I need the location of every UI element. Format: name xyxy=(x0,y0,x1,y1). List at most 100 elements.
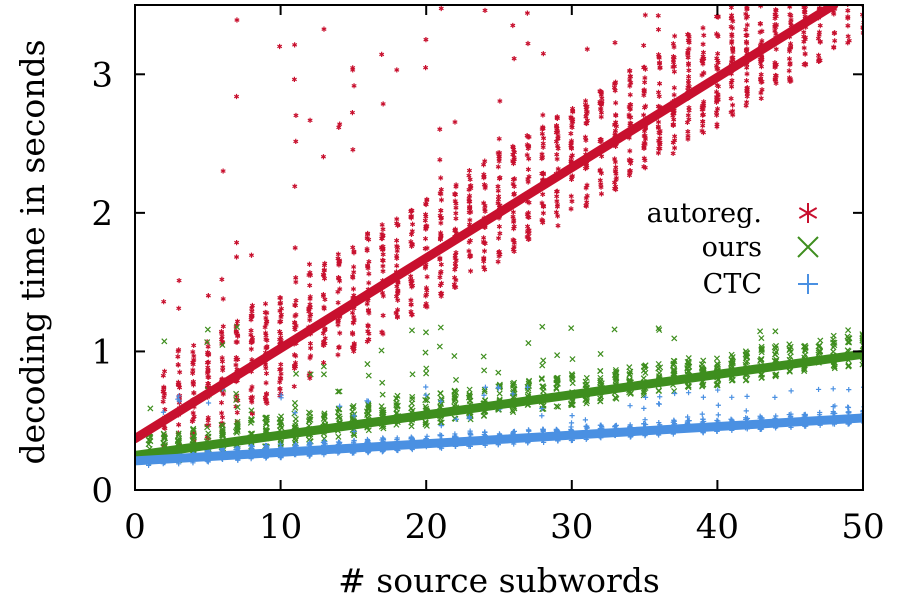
scatter-point xyxy=(612,168,618,174)
scatter-point xyxy=(714,31,720,37)
scatter-point xyxy=(337,403,343,409)
scatter-point xyxy=(554,193,560,199)
x-tick-label: 10 xyxy=(259,507,302,547)
scatter-point xyxy=(845,23,851,29)
scatter-point xyxy=(861,386,863,388)
scatter-point xyxy=(481,264,487,270)
scatter-point xyxy=(744,89,750,95)
scatter-point xyxy=(830,332,837,339)
scatter-point xyxy=(234,17,240,23)
scatter-point xyxy=(481,392,487,398)
scatter-point xyxy=(539,126,545,132)
scatter-point xyxy=(320,371,327,378)
scatter-point xyxy=(685,47,691,54)
scatter-point xyxy=(568,420,575,426)
scatter-point xyxy=(438,419,445,426)
scatter-point xyxy=(787,61,793,68)
scatter-point xyxy=(613,112,619,118)
scatter-point xyxy=(510,176,516,183)
scatter-point xyxy=(801,343,808,350)
scatter-point xyxy=(218,400,225,406)
scatter-point xyxy=(307,305,313,311)
scatter-point xyxy=(351,413,357,419)
scatter-point xyxy=(264,391,270,397)
scatter-point xyxy=(758,346,765,353)
scatter-point xyxy=(700,118,706,125)
scatter-point xyxy=(773,80,779,86)
scatter-point xyxy=(482,7,488,14)
scatter-point xyxy=(598,170,604,176)
scatter-point xyxy=(773,7,779,13)
scatter-point xyxy=(642,75,648,81)
scatter-point xyxy=(380,293,386,299)
scatter-point xyxy=(656,327,663,334)
scatter-point xyxy=(626,104,632,110)
scatter-point xyxy=(380,312,386,319)
scatter-point xyxy=(380,226,386,232)
scatter-point xyxy=(554,198,560,204)
scatter-point xyxy=(379,257,386,263)
scatter-point xyxy=(379,290,386,296)
scatter-point xyxy=(786,68,792,74)
scatter-point xyxy=(205,415,211,421)
scatter-point xyxy=(816,347,823,354)
scatter-point xyxy=(526,200,532,206)
scatter-point xyxy=(510,209,516,215)
scatter-point xyxy=(175,354,181,360)
scatter-point xyxy=(422,329,430,336)
scatter-point xyxy=(539,323,546,330)
scatter-point xyxy=(410,221,416,227)
scatter-point xyxy=(306,261,313,267)
scatter-point xyxy=(204,326,211,333)
scatter-point xyxy=(349,310,356,316)
scatter-point xyxy=(219,414,225,420)
scatter-point xyxy=(292,404,299,411)
scatter-point xyxy=(204,424,211,431)
scatter-point xyxy=(584,103,590,109)
scatter-point xyxy=(437,126,443,132)
scatter-point xyxy=(191,390,197,396)
scatter-point xyxy=(510,181,516,187)
scatter-point xyxy=(613,395,620,402)
scatter-point xyxy=(438,261,444,268)
scatter-point xyxy=(262,394,268,401)
scatter-point xyxy=(744,32,750,38)
scatter-point xyxy=(583,202,589,209)
scatter-point xyxy=(786,56,793,62)
scatter-point xyxy=(525,380,532,387)
scatter-point xyxy=(510,151,516,158)
scatter-point xyxy=(291,383,297,390)
scatter-point xyxy=(321,412,328,419)
scatter-point xyxy=(321,417,328,424)
scatter-point xyxy=(480,412,487,419)
scatter-point xyxy=(729,15,735,21)
scatter-point xyxy=(220,323,226,329)
scatter-point xyxy=(350,244,356,251)
scatter-point xyxy=(539,405,545,412)
scatter-point xyxy=(757,29,763,35)
scatter-point xyxy=(700,357,707,364)
scatter-point xyxy=(190,382,197,388)
scatter-point xyxy=(597,177,603,183)
scatter-point xyxy=(233,396,240,404)
scatter-point xyxy=(641,144,647,151)
scatter-point xyxy=(569,123,575,129)
scatter-point xyxy=(715,14,721,20)
scatter-point xyxy=(263,399,269,405)
scatter-point xyxy=(699,411,705,417)
scatter-point xyxy=(671,44,677,50)
scatter-point xyxy=(628,121,634,127)
scatter-point xyxy=(700,394,707,400)
scatter-point xyxy=(161,299,167,305)
scatter-point xyxy=(249,337,255,343)
scatter-point xyxy=(205,359,212,365)
scatter-point xyxy=(278,306,284,312)
scatter-point xyxy=(292,415,299,423)
scatter-point xyxy=(206,374,212,380)
scatter-point xyxy=(613,175,619,181)
scatter-point xyxy=(496,153,502,160)
scatter-point xyxy=(438,423,444,429)
scatter-point xyxy=(715,412,721,418)
scatter-point xyxy=(715,402,721,408)
scatter-point xyxy=(437,255,443,261)
